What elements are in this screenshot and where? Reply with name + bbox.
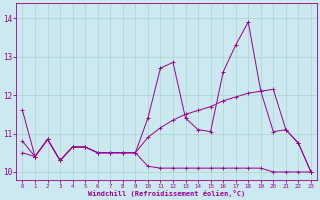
X-axis label: Windchill (Refroidissement éolien,°C): Windchill (Refroidissement éolien,°C) bbox=[88, 190, 245, 197]
